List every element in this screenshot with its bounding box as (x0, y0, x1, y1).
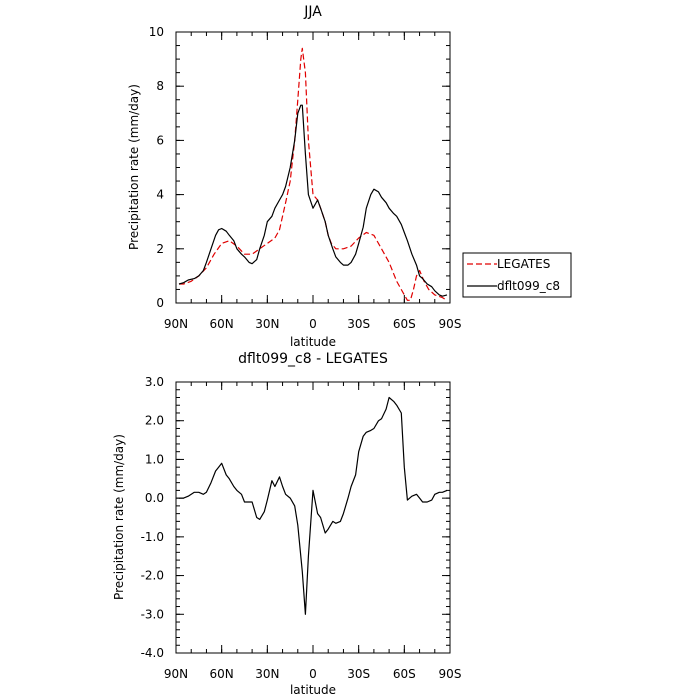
bottom-y-tick-label: 0.0 (145, 491, 164, 505)
top-series-line-dflt099-c8 (178, 104, 448, 297)
bottom-y-tick-label: 2.0 (145, 414, 164, 428)
top-frame (175, 31, 451, 304)
bottom-x-tick-label: 0 (309, 667, 317, 681)
bottom-y-tick-label: -2.0 (141, 569, 164, 583)
bottom-series-line-difference (179, 396, 448, 615)
top-x-tick-label: 90N (164, 317, 188, 331)
bottom-y-tick-label: -1.0 (141, 530, 164, 544)
bottom-xlabel: latitude (290, 683, 336, 697)
bottom-x-tick-label: 30S (347, 667, 370, 681)
top-y-tick-label: 4 (156, 188, 164, 202)
bottom-y-tick-label: 3.0 (145, 375, 164, 389)
bottom-ylabel: Precipitation rate (mm/day) (112, 434, 126, 600)
top-plot-area: 90N 60N 30N 0 30S 60S 90S 0 2 4 6 8 10 (149, 25, 462, 331)
top-ylabel: Precipitation rate (mm/day) (127, 84, 141, 250)
top-y-tick-label: 8 (156, 79, 164, 93)
top-x-tick-label: 30N (255, 317, 279, 331)
top-y-tick-label: 10 (149, 25, 164, 39)
top-y-tick-label: 6 (156, 133, 164, 147)
bottom-y-tick-label: -3.0 (141, 607, 164, 621)
bottom-x-tick-label: 90S (439, 667, 462, 681)
top-x-tick-label: 60N (210, 317, 234, 331)
legend-label-legates: LEGATES (497, 257, 550, 271)
bottom-panel: dflt099_c8 - LEGATES 90N 60N 30N 0 30S 60S 90S… (112, 351, 461, 697)
top-y-tick-label: 2 (156, 242, 164, 256)
top-x-tick-label: 90S (439, 317, 462, 331)
legend-label-model: dflt099_c8 (497, 279, 560, 293)
top-series-line-legates (179, 47, 448, 301)
bottom-plot-area: 90N 60N 30N 0 30S 60S 90S -4.0 -3.0 -2.0 -1.0 0.0 1.… (141, 375, 462, 681)
top-x-tick-label: 30S (347, 317, 370, 331)
legend: LEGATES dflt099_c8 (462, 252, 572, 298)
bottom-y-tick-label: 1.0 (145, 452, 164, 466)
legend-box (462, 252, 572, 298)
bottom-frame (175, 381, 451, 654)
top-y-tick-label: 0 (156, 296, 164, 310)
top-x-tick-label: 0 (309, 317, 317, 331)
bottom-x-tick-label: 60N (210, 667, 234, 681)
bottom-x-tick-label: 60S (393, 667, 416, 681)
top-xlabel: latitude (290, 335, 336, 349)
bottom-title: dflt099_c8 - LEGATES (238, 351, 388, 367)
bottom-x-tick-label: 90N (164, 667, 188, 681)
bottom-y-tick-label: -4.0 (141, 646, 164, 660)
bottom-x-tick-label: 30N (255, 667, 279, 681)
top-title: JJA (303, 4, 322, 20)
top-x-tick-label: 60S (393, 317, 416, 331)
